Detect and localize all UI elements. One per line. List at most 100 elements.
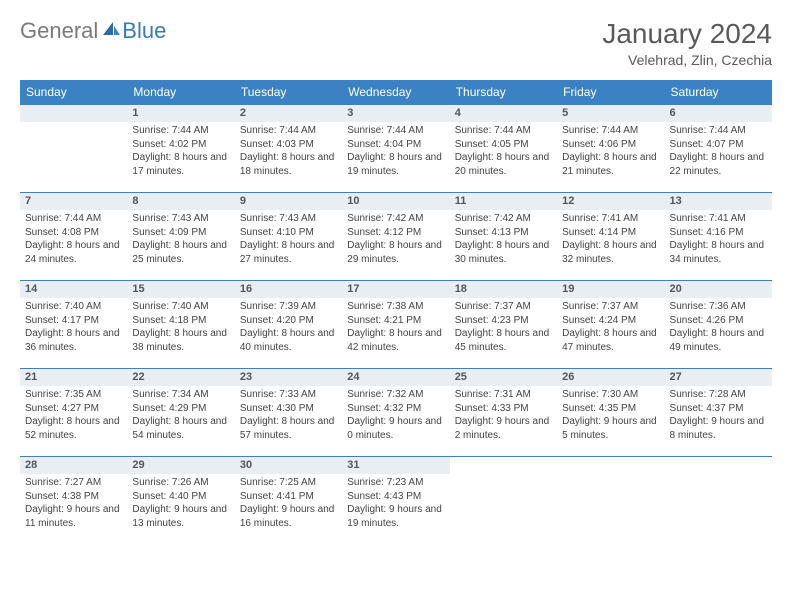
sun-info: Sunrise: 7:43 AMSunset: 4:09 PMDaylight:… (127, 210, 234, 269)
calendar-cell (20, 105, 127, 193)
sunrise-text: Sunrise: 7:38 AM (347, 300, 444, 314)
sunset-text: Sunset: 4:14 PM (562, 226, 659, 240)
calendar-cell: 1Sunrise: 7:44 AMSunset: 4:02 PMDaylight… (127, 105, 234, 193)
daylight-text: Daylight: 8 hours and 19 minutes. (347, 151, 444, 178)
sunrise-text: Sunrise: 7:34 AM (132, 388, 229, 402)
sunrise-text: Sunrise: 7:33 AM (240, 388, 337, 402)
day-number-empty (20, 105, 127, 122)
day-number: 30 (235, 457, 342, 474)
calendar-week-row: 28Sunrise: 7:27 AMSunset: 4:38 PMDayligh… (20, 457, 772, 545)
calendar-cell: 2Sunrise: 7:44 AMSunset: 4:03 PMDaylight… (235, 105, 342, 193)
calendar-cell: 4Sunrise: 7:44 AMSunset: 4:05 PMDaylight… (450, 105, 557, 193)
sunset-text: Sunset: 4:05 PM (455, 138, 552, 152)
sunrise-text: Sunrise: 7:35 AM (25, 388, 122, 402)
sun-info: Sunrise: 7:37 AMSunset: 4:23 PMDaylight:… (450, 298, 557, 357)
day-number: 2 (235, 105, 342, 122)
sunset-text: Sunset: 4:23 PM (455, 314, 552, 328)
sunset-text: Sunset: 4:30 PM (240, 402, 337, 416)
sunset-text: Sunset: 4:26 PM (670, 314, 767, 328)
sun-info: Sunrise: 7:40 AMSunset: 4:17 PMDaylight:… (20, 298, 127, 357)
brand-text-general: General (20, 18, 98, 44)
sunrise-text: Sunrise: 7:44 AM (455, 124, 552, 138)
calendar-cell: 21Sunrise: 7:35 AMSunset: 4:27 PMDayligh… (20, 369, 127, 457)
calendar-cell: 18Sunrise: 7:37 AMSunset: 4:23 PMDayligh… (450, 281, 557, 369)
daylight-text: Daylight: 8 hours and 45 minutes. (455, 327, 552, 354)
sunset-text: Sunset: 4:09 PM (132, 226, 229, 240)
day-number: 17 (342, 281, 449, 298)
calendar-week-row: 21Sunrise: 7:35 AMSunset: 4:27 PMDayligh… (20, 369, 772, 457)
sunrise-text: Sunrise: 7:42 AM (455, 212, 552, 226)
sunrise-text: Sunrise: 7:23 AM (347, 476, 444, 490)
sunrise-text: Sunrise: 7:40 AM (132, 300, 229, 314)
sunset-text: Sunset: 4:10 PM (240, 226, 337, 240)
sunset-text: Sunset: 4:38 PM (25, 490, 122, 504)
daylight-text: Daylight: 9 hours and 8 minutes. (670, 415, 767, 442)
daylight-text: Daylight: 8 hours and 18 minutes. (240, 151, 337, 178)
sunrise-text: Sunrise: 7:36 AM (670, 300, 767, 314)
sun-info: Sunrise: 7:34 AMSunset: 4:29 PMDaylight:… (127, 386, 234, 445)
sunrise-text: Sunrise: 7:43 AM (132, 212, 229, 226)
calendar-cell: 5Sunrise: 7:44 AMSunset: 4:06 PMDaylight… (557, 105, 664, 193)
sun-info: Sunrise: 7:31 AMSunset: 4:33 PMDaylight:… (450, 386, 557, 445)
calendar-cell: 22Sunrise: 7:34 AMSunset: 4:29 PMDayligh… (127, 369, 234, 457)
sunset-text: Sunset: 4:29 PM (132, 402, 229, 416)
sunset-text: Sunset: 4:08 PM (25, 226, 122, 240)
sun-info: Sunrise: 7:32 AMSunset: 4:32 PMDaylight:… (342, 386, 449, 445)
daylight-text: Daylight: 9 hours and 2 minutes. (455, 415, 552, 442)
sun-info: Sunrise: 7:40 AMSunset: 4:18 PMDaylight:… (127, 298, 234, 357)
day-number: 29 (127, 457, 234, 474)
day-number: 3 (342, 105, 449, 122)
daylight-text: Daylight: 9 hours and 11 minutes. (25, 503, 122, 530)
day-number: 7 (20, 193, 127, 210)
title-block: January 2024 Velehrad, Zlin, Czechia (602, 18, 772, 68)
calendar-cell: 29Sunrise: 7:26 AMSunset: 4:40 PMDayligh… (127, 457, 234, 545)
sunrise-text: Sunrise: 7:27 AM (25, 476, 122, 490)
daylight-text: Daylight: 8 hours and 42 minutes. (347, 327, 444, 354)
sunset-text: Sunset: 4:37 PM (670, 402, 767, 416)
sunrise-text: Sunrise: 7:44 AM (670, 124, 767, 138)
daylight-text: Daylight: 9 hours and 16 minutes. (240, 503, 337, 530)
daylight-text: Daylight: 8 hours and 54 minutes. (132, 415, 229, 442)
sunrise-text: Sunrise: 7:44 AM (25, 212, 122, 226)
daylight-text: Daylight: 8 hours and 21 minutes. (562, 151, 659, 178)
day-number: 12 (557, 193, 664, 210)
brand-text-blue: Blue (122, 18, 166, 44)
calendar-cell: 13Sunrise: 7:41 AMSunset: 4:16 PMDayligh… (665, 193, 772, 281)
daylight-text: Daylight: 8 hours and 20 minutes. (455, 151, 552, 178)
sunrise-text: Sunrise: 7:41 AM (562, 212, 659, 226)
header: General Blue January 2024 Velehrad, Zlin… (20, 18, 772, 68)
calendar-week-row: 7 Sunrise: 7:44 AMSunset: 4:08 PM Daylight… (20, 193, 772, 281)
daylight-text: Daylight: 8 hours and 22 minutes. (670, 151, 767, 178)
sunrise-text: Sunrise: 7:32 AM (347, 388, 444, 402)
weekday-header: Monday (127, 80, 234, 105)
sun-info: Sunrise: 7:41 AMSunset: 4:16 PMDaylight:… (665, 210, 772, 269)
daylight-text: Daylight: 8 hours and 52 minutes. (25, 415, 122, 442)
sunrise-text: Sunrise: 7:37 AM (455, 300, 552, 314)
daylight-text: Daylight: 9 hours and 13 minutes. (132, 503, 229, 530)
day-number: 23 (235, 369, 342, 386)
calendar-cell: 10Sunrise: 7:42 AMSunset: 4:12 PMDayligh… (342, 193, 449, 281)
day-number: 18 (450, 281, 557, 298)
daylight-text: Daylight: 8 hours and 34 minutes. (670, 239, 767, 266)
sunrise-text: Sunrise: 7:30 AM (562, 388, 659, 402)
calendar-header-row: SundayMondayTuesdayWednesdayThursdayFrid… (20, 80, 772, 105)
calendar-cell: 6Sunrise: 7:44 AMSunset: 4:07 PMDaylight… (665, 105, 772, 193)
calendar-cell (665, 457, 772, 545)
day-number: 25 (450, 369, 557, 386)
daylight-text: Daylight: 8 hours and 25 minutes. (132, 239, 229, 266)
day-number: 31 (342, 457, 449, 474)
sunset-text: Sunset: 4:20 PM (240, 314, 337, 328)
calendar-cell: 28Sunrise: 7:27 AMSunset: 4:38 PMDayligh… (20, 457, 127, 545)
location-text: Velehrad, Zlin, Czechia (602, 52, 772, 68)
calendar-cell: 3Sunrise: 7:44 AMSunset: 4:04 PMDaylight… (342, 105, 449, 193)
day-number: 14 (20, 281, 127, 298)
sunset-text: Sunset: 4:32 PM (347, 402, 444, 416)
daylight-text: Daylight: 8 hours and 47 minutes. (562, 327, 659, 354)
calendar-cell: 20Sunrise: 7:36 AMSunset: 4:26 PMDayligh… (665, 281, 772, 369)
calendar-cell: 17Sunrise: 7:38 AMSunset: 4:21 PMDayligh… (342, 281, 449, 369)
sunset-text: Sunset: 4:12 PM (347, 226, 444, 240)
weekday-header: Wednesday (342, 80, 449, 105)
sun-info: Sunrise: 7:43 AMSunset: 4:10 PMDaylight:… (235, 210, 342, 269)
sun-info: Sunrise: 7:26 AMSunset: 4:40 PMDaylight:… (127, 474, 234, 533)
day-number: 10 (342, 193, 449, 210)
